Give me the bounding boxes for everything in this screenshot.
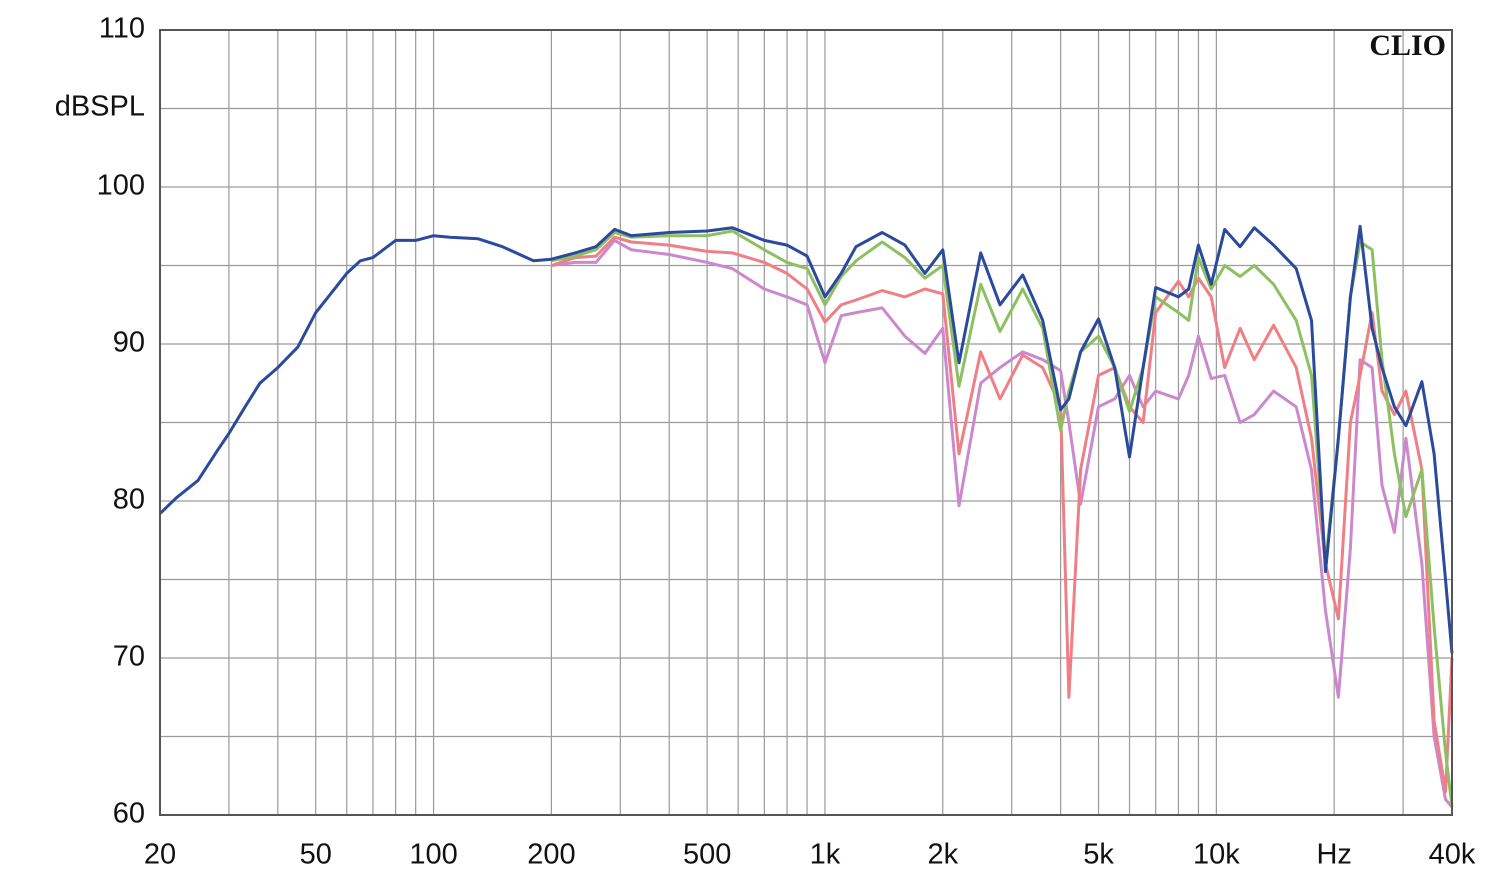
- x-tick-label: 10k: [1193, 839, 1240, 871]
- x-tick-label: 2k: [927, 839, 958, 871]
- lines: [158, 224, 1454, 809]
- y-tick-label: 90: [113, 327, 145, 359]
- x-tick-label: 5k: [1083, 839, 1114, 871]
- y-tick-label: 80: [113, 484, 145, 516]
- x-tick-label: 1k: [810, 839, 841, 871]
- x-tick-label: 50: [300, 839, 332, 871]
- series-line: [551, 238, 1454, 809]
- x-tick-label: 40k: [1429, 839, 1476, 871]
- y-axis-label: dBSPL: [55, 91, 145, 123]
- y-tick-label: 100: [97, 170, 145, 202]
- x-tick-label: 20: [144, 839, 176, 871]
- watermark: CLIO: [1369, 29, 1446, 62]
- x-tick-label: 200: [527, 839, 575, 871]
- y-tick-label: 60: [113, 798, 145, 830]
- x-tick-label: Hz: [1316, 839, 1351, 871]
- y-tick-label: 110: [99, 13, 145, 45]
- y-tick-label: 70: [113, 641, 145, 673]
- x-tick-label: 100: [409, 839, 457, 871]
- tick-labels: 60 70 80 90 100 110 20 50 100 200 500 1k 2k 5k 10k Hz 40…: [97, 13, 1476, 871]
- series-line: [158, 224, 1454, 654]
- x-tick-label: 500: [683, 839, 731, 871]
- plot-frame: [159, 29, 1453, 816]
- series-line: [550, 235, 1454, 793]
